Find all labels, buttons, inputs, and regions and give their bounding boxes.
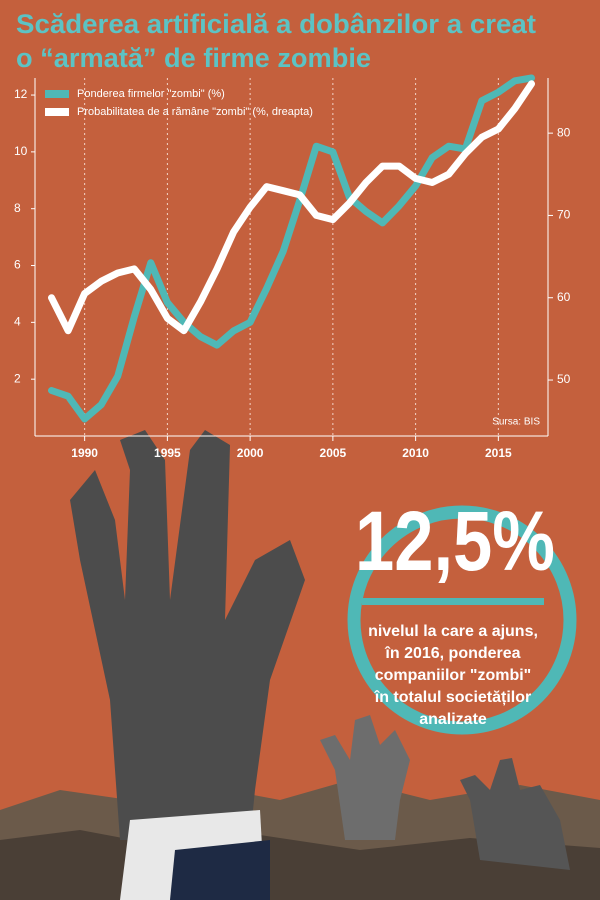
x-tick-label: 2010 bbox=[402, 446, 429, 460]
callout: 12,5% nivelul la care a ajuns, în 2016, p… bbox=[347, 494, 577, 735]
legend-label: Probabilitatea de a rămâne "zombi" (%, d… bbox=[77, 106, 313, 118]
y-tick-label: 12 bbox=[14, 87, 28, 101]
y2-tick-label: 50 bbox=[557, 372, 571, 386]
legend-label: Ponderea firmelor "zombi" (%) bbox=[77, 88, 225, 100]
chart-title: o “armată” de firme zombie bbox=[16, 43, 371, 73]
y2-tick-label: 60 bbox=[557, 290, 571, 304]
callout-bar bbox=[362, 598, 544, 605]
x-tick-label: 1990 bbox=[71, 446, 98, 460]
x-tick-label: 2015 bbox=[485, 446, 512, 460]
y-tick-label: 8 bbox=[14, 201, 21, 215]
x-tick-label: 2005 bbox=[320, 446, 347, 460]
y-tick-label: 10 bbox=[14, 144, 28, 158]
y2-tick-label: 70 bbox=[557, 208, 571, 222]
callout-text: nivelul la care a ajuns, bbox=[368, 623, 538, 640]
x-tick-label: 1995 bbox=[154, 446, 181, 460]
callout-text: analizate bbox=[419, 711, 487, 728]
callout-ring bbox=[347, 505, 577, 735]
series-line bbox=[48, 74, 535, 423]
legend-swatch bbox=[45, 90, 69, 98]
callout-text: în 2016, ponderea bbox=[384, 645, 520, 662]
y-tick-label: 4 bbox=[14, 315, 21, 329]
callout-text: în totalul societăților bbox=[374, 689, 531, 706]
callout-text: companiilor "zombi" bbox=[375, 667, 532, 684]
illustration bbox=[0, 430, 600, 900]
x-tick-label: 2000 bbox=[237, 446, 264, 460]
y2-tick-label: 80 bbox=[557, 125, 571, 139]
plot: 1990 1995 2000 2005 2010 2015 2 4 6 8 10 12 50 60 70 80… bbox=[14, 74, 571, 460]
legend-swatch bbox=[45, 108, 69, 116]
y-tick-label: 6 bbox=[14, 258, 21, 272]
y-tick-label: 2 bbox=[14, 371, 21, 385]
callout-headline: 12,5% bbox=[355, 494, 555, 588]
series-line bbox=[48, 80, 535, 335]
source: Sursa: BIS bbox=[492, 417, 540, 428]
chart-title: Scăderea artificială a dobânzilor a crea… bbox=[16, 9, 536, 39]
